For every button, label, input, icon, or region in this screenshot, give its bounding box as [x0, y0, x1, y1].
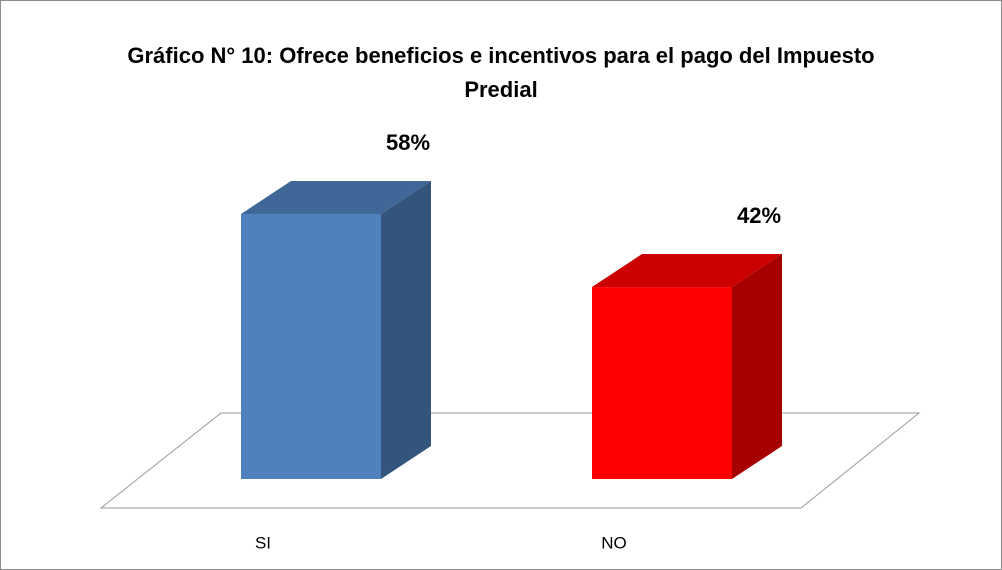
x-tick-label: SI — [255, 533, 271, 552]
bar-side — [381, 180, 431, 479]
bar-side — [732, 254, 782, 479]
data-label: 58% — [386, 130, 430, 155]
chart-title: Gráfico N° 10: Ofrece beneficios e incen… — [127, 43, 875, 102]
data-label: 42% — [737, 203, 781, 228]
bar — [241, 213, 381, 479]
x-tick-label: NO — [601, 533, 627, 552]
bar — [592, 287, 732, 479]
floor — [99, 412, 921, 509]
bar-top — [592, 254, 782, 288]
bar-top — [241, 180, 431, 214]
